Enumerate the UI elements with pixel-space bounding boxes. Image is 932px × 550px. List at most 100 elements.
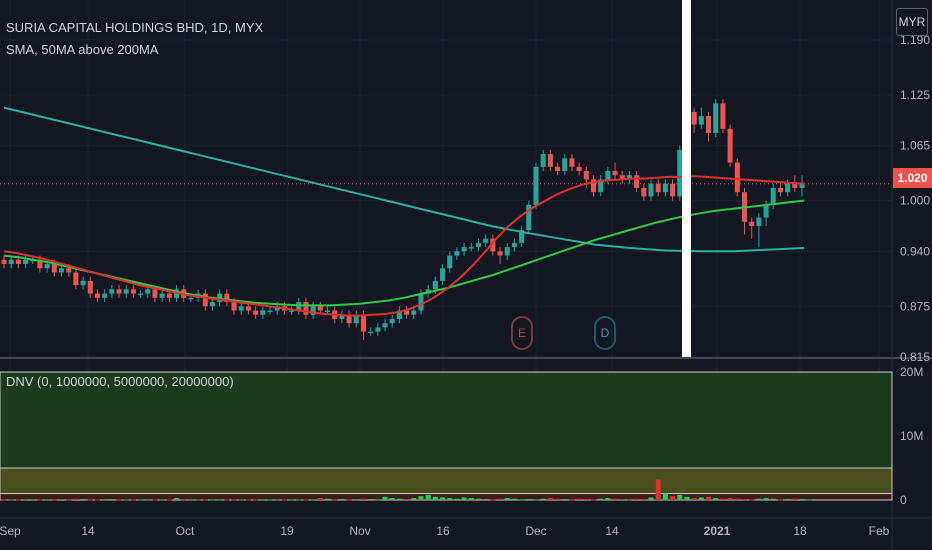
volume-bar xyxy=(87,499,93,501)
volume-bar xyxy=(224,499,230,501)
volume-bar xyxy=(159,499,165,501)
volume-bar xyxy=(425,494,431,500)
volume-axis-label: 10M xyxy=(900,429,923,443)
candle-body xyxy=(382,323,388,328)
volume-bar xyxy=(533,499,539,501)
candle-body xyxy=(590,179,597,193)
candle-body xyxy=(289,310,295,313)
volume-bar xyxy=(404,499,410,501)
volume-bar xyxy=(741,499,748,501)
time-axis-label: Feb xyxy=(869,524,890,538)
volume-bar xyxy=(73,498,79,500)
time-axis-label: 16 xyxy=(436,524,450,538)
candle-body xyxy=(324,310,331,313)
candle-body xyxy=(612,171,618,176)
candle-body xyxy=(756,217,762,226)
candle-body xyxy=(547,154,553,167)
volume-bar xyxy=(109,499,115,501)
price-axis-label: 1.125 xyxy=(900,88,930,102)
candle-body xyxy=(87,280,93,294)
candle-body xyxy=(792,183,798,188)
volume-bar xyxy=(102,499,108,501)
candle-body xyxy=(454,251,460,256)
volume-bar xyxy=(396,498,402,500)
volume-bar xyxy=(346,499,352,501)
price-axis-label: 1.000 xyxy=(900,194,930,208)
candle-body xyxy=(389,318,395,324)
volume-bar xyxy=(94,499,100,501)
volume-bar xyxy=(749,499,755,501)
candle-body xyxy=(483,238,489,243)
time-axis-label: 14 xyxy=(605,524,619,538)
volume-bar xyxy=(785,499,791,501)
candle-body xyxy=(526,204,532,231)
candle-body xyxy=(777,187,783,193)
candle-body xyxy=(109,289,115,294)
dividend-event-icon[interactable]: D xyxy=(594,316,616,350)
candle-body xyxy=(202,293,208,307)
volume-bar xyxy=(490,499,496,501)
candle-body xyxy=(749,221,755,226)
candle-body xyxy=(253,310,259,315)
candle-body xyxy=(706,116,712,133)
candle-body xyxy=(353,314,359,324)
volume-bar xyxy=(706,496,712,500)
indicator-label[interactable]: SMA, 50MA above 200MA xyxy=(6,42,159,57)
last-price-tag: 1.020 xyxy=(893,168,932,188)
candle-body xyxy=(152,289,158,298)
volume-bar xyxy=(763,498,769,500)
volume-bar xyxy=(368,499,374,501)
volume-bar xyxy=(310,499,316,501)
volume-bar xyxy=(756,498,762,500)
candle-body xyxy=(770,187,776,205)
candle-body xyxy=(188,297,194,300)
candle-body xyxy=(720,103,726,129)
volume-bar xyxy=(634,498,640,500)
volume-bar xyxy=(317,498,323,500)
volume-bar xyxy=(195,499,201,501)
volume-bar xyxy=(475,498,482,500)
candle-body xyxy=(555,166,561,172)
volume-bar xyxy=(267,499,273,501)
volume-bar xyxy=(799,499,805,501)
candle-body xyxy=(432,280,438,290)
price-axis-label: 0.875 xyxy=(900,299,930,313)
volume-band-low xyxy=(0,493,893,501)
candle-body xyxy=(404,310,410,315)
price-axis-label: 1.065 xyxy=(900,139,930,153)
sma200-line xyxy=(3,199,805,307)
volume-bar xyxy=(289,499,295,501)
candle-body xyxy=(655,183,661,193)
volume-bar xyxy=(447,498,453,500)
candle-body xyxy=(576,166,582,172)
candle-body xyxy=(418,293,424,311)
candle-body xyxy=(368,331,374,334)
candle-body xyxy=(648,183,654,197)
earnings-event-icon[interactable]: E xyxy=(511,316,533,350)
time-axis-label: Sep xyxy=(0,524,21,538)
volume-bar xyxy=(138,499,144,501)
volume-bar xyxy=(253,499,259,501)
volume-bar xyxy=(389,498,395,500)
volume-bar xyxy=(792,498,798,500)
candle-body xyxy=(130,289,136,294)
candle-body xyxy=(159,293,165,298)
volume-bar xyxy=(8,499,14,501)
candle-body xyxy=(166,293,172,298)
volume-indicator-label[interactable]: DNV (0, 1000000, 5000000, 20000000) xyxy=(6,374,234,389)
candle-body xyxy=(698,116,704,125)
currency-button[interactable]: MYR xyxy=(896,8,928,36)
candle-body xyxy=(267,310,273,313)
volume-bar xyxy=(547,498,553,500)
candle-body xyxy=(540,154,546,167)
volume-bar xyxy=(58,499,65,501)
candle-body xyxy=(260,310,266,315)
candle-body xyxy=(447,255,453,269)
volume-bar xyxy=(698,497,704,500)
candle-body xyxy=(713,103,719,133)
volume-bar xyxy=(598,498,604,500)
volume-bar xyxy=(152,499,158,501)
volume-bar xyxy=(806,499,812,501)
candle-body xyxy=(58,268,65,273)
